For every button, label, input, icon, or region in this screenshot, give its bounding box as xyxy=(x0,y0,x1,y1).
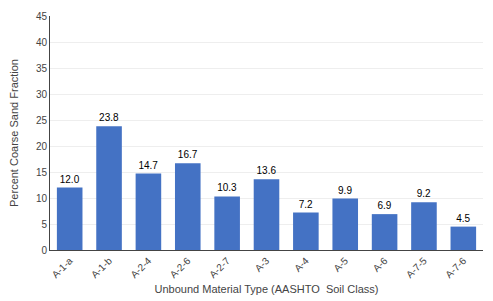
svg-text:10.3: 10.3 xyxy=(217,182,237,193)
svg-text:45: 45 xyxy=(36,11,48,22)
svg-text:A-7-5: A-7-5 xyxy=(404,255,429,280)
svg-text:Unbound Material Type (AASHTO: Unbound Material Type (AASHTO Soil Class… xyxy=(155,283,379,295)
svg-text:30: 30 xyxy=(36,89,48,100)
svg-text:20: 20 xyxy=(36,141,48,152)
svg-text:35: 35 xyxy=(36,63,48,74)
svg-text:A-2-6: A-2-6 xyxy=(168,255,193,280)
svg-text:23.8: 23.8 xyxy=(99,112,119,123)
svg-text:A-6: A-6 xyxy=(371,255,390,274)
svg-text:A-2-4: A-2-4 xyxy=(128,255,153,280)
svg-text:14.7: 14.7 xyxy=(138,160,158,171)
svg-text:15: 15 xyxy=(36,167,48,178)
svg-text:6.9: 6.9 xyxy=(377,200,391,211)
svg-text:7.2: 7.2 xyxy=(299,199,313,210)
svg-text:40: 40 xyxy=(36,37,48,48)
svg-text:13.6: 13.6 xyxy=(257,165,277,176)
svg-text:16.7: 16.7 xyxy=(178,149,198,160)
svg-text:5: 5 xyxy=(41,219,47,230)
svg-text:0: 0 xyxy=(41,245,47,256)
svg-text:A-1-b: A-1-b xyxy=(89,255,114,280)
svg-text:9.9: 9.9 xyxy=(338,185,352,196)
svg-text:Percent Coarse Sand Fraction: Percent Coarse Sand Fraction xyxy=(8,59,20,207)
svg-text:12.0: 12.0 xyxy=(60,174,80,185)
svg-text:A-7-6: A-7-6 xyxy=(443,255,468,280)
svg-text:9.2: 9.2 xyxy=(417,188,431,199)
svg-text:A-2-7: A-2-7 xyxy=(207,255,232,280)
svg-text:A-5: A-5 xyxy=(331,255,350,274)
svg-text:A-4: A-4 xyxy=(292,255,311,274)
svg-text:A-3: A-3 xyxy=(253,255,272,274)
svg-text:A-1-a: A-1-a xyxy=(50,255,75,280)
svg-text:10: 10 xyxy=(36,193,48,204)
svg-text:25: 25 xyxy=(36,115,48,126)
svg-text:4.5: 4.5 xyxy=(456,213,470,224)
